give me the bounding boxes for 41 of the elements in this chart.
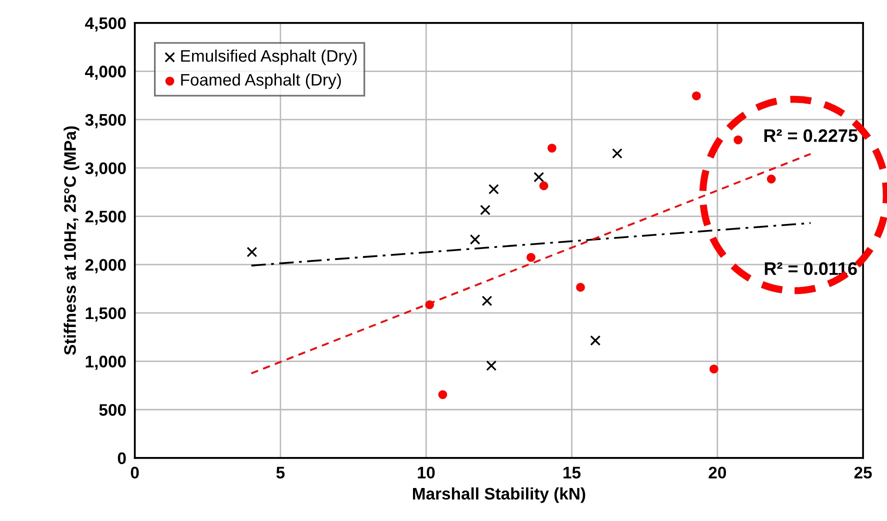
x-tick-label: 25 <box>854 466 872 479</box>
y-tick-label: 1,500 <box>86 307 126 322</box>
x-tick-label: 20 <box>708 466 726 479</box>
y-tick-label: 0 <box>118 452 126 464</box>
point <box>590 335 601 346</box>
y-tick-label: 2,500 <box>85 210 126 225</box>
y-tick-label: 3,500 <box>85 114 126 128</box>
point <box>576 282 585 292</box>
legend-label: Emulsified Asphalt (Dry) <box>181 50 357 66</box>
annotation: R² = 0.0116 <box>764 262 857 276</box>
y-tick-label: 4,500 <box>85 17 126 32</box>
point <box>692 92 701 100</box>
annotation: R² = 0.2275 <box>764 129 858 142</box>
y-axis-title: Stiffness at 10Hz, 25°C (MPa) <box>64 126 80 355</box>
point <box>488 184 499 194</box>
y-tick-label: 500 <box>99 404 126 416</box>
point <box>534 172 544 182</box>
point <box>246 246 258 258</box>
point <box>486 360 497 371</box>
point <box>612 148 622 159</box>
x-axis-title: Marshall Stability (kN) <box>413 487 586 503</box>
point <box>470 234 480 245</box>
point <box>480 204 490 216</box>
x-tick-label: 5 <box>276 466 285 479</box>
point <box>482 296 492 306</box>
point <box>539 181 548 190</box>
point <box>526 252 536 262</box>
x-tick-label: 15 <box>564 466 581 479</box>
point <box>548 144 556 153</box>
x-tick-label: 10 <box>418 466 435 479</box>
x-tick-label: 0 <box>130 466 139 479</box>
point <box>766 174 776 184</box>
y-tick-label: 2,000 <box>85 259 126 274</box>
point <box>734 136 742 144</box>
legend-label: Foamed Asphalt (Dry) <box>181 73 341 89</box>
y-tick-label: 4,000 <box>85 66 126 80</box>
point <box>710 364 718 374</box>
point <box>438 390 448 400</box>
y-tick-label: 1,000 <box>86 356 126 370</box>
point <box>425 300 434 310</box>
y-tick-label: 3,000 <box>85 162 126 177</box>
